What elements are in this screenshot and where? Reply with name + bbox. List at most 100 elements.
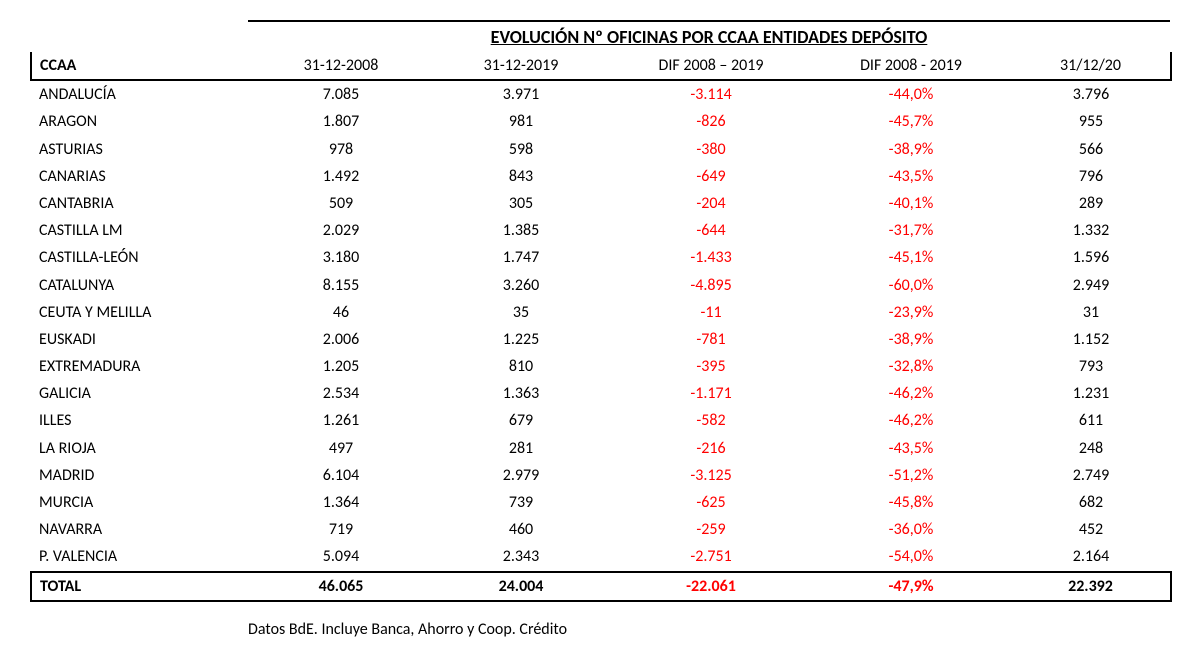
cell-ccaa: P. VALENCIA (31, 543, 251, 571)
cell-ccaa: CASTILLA-LEÓN (31, 244, 251, 271)
cell-ccaa: ANDALUCÍA (31, 80, 251, 108)
cell-dif: -1.433 (611, 244, 811, 271)
cell-2019: 1.225 (431, 326, 611, 353)
table-row: CANARIAS1.492843-649-43,5%796 (31, 163, 1171, 190)
cell-pct: -44,0% (811, 80, 1011, 108)
cell-2020: 1.332 (1011, 217, 1171, 244)
cell-2020: 793 (1011, 353, 1171, 380)
col-2019: 31-12-2019 (431, 52, 611, 80)
table-row: MADRID6.1042.979-3.125-51,2%2.749 (31, 462, 1171, 489)
cell-dif: -826 (611, 108, 811, 135)
cell-2008: 3.180 (251, 244, 431, 271)
cell-2019: 2.979 (431, 462, 611, 489)
col-ccaa: CCAA (31, 52, 251, 80)
cell-2019: 460 (431, 516, 611, 543)
cell-dif: -3.114 (611, 80, 811, 108)
total-label: TOTAL (31, 572, 251, 601)
cell-2008: 1.364 (251, 489, 431, 516)
table-row: NAVARRA719460-259-36,0%452 (31, 516, 1171, 543)
cell-dif: -4.895 (611, 272, 811, 299)
cell-2019: 2.343 (431, 543, 611, 571)
cell-2020: 796 (1011, 163, 1171, 190)
cell-dif: -649 (611, 163, 811, 190)
total-pct: -47,9% (811, 572, 1011, 601)
cell-2019: 281 (431, 435, 611, 462)
cell-dif: -3.125 (611, 462, 811, 489)
footnote: Datos BdE. Incluye Banca, Ahorro y Coop.… (248, 620, 1170, 639)
cell-2019: 3.260 (431, 272, 611, 299)
data-table: CCAA 31-12-2008 31-12-2019 DIF 2008 – 20… (30, 52, 1172, 602)
total-dif: -22.061 (611, 572, 811, 601)
cell-2008: 509 (251, 190, 431, 217)
cell-pct: -51,2% (811, 462, 1011, 489)
cell-2019: 1.363 (431, 380, 611, 407)
cell-pct: -45,7% (811, 108, 1011, 135)
cell-2008: 6.104 (251, 462, 431, 489)
cell-2019: 679 (431, 407, 611, 434)
cell-2008: 8.155 (251, 272, 431, 299)
cell-pct: -46,2% (811, 380, 1011, 407)
cell-pct: -43,5% (811, 163, 1011, 190)
table-row: CASTILLA-LEÓN3.1801.747-1.433-45,1%1.596 (31, 244, 1171, 271)
cell-dif: -11 (611, 299, 811, 326)
cell-ccaa: ILLES (31, 407, 251, 434)
cell-2019: 1.385 (431, 217, 611, 244)
cell-ccaa: CATALUNYA (31, 272, 251, 299)
cell-2019: 739 (431, 489, 611, 516)
table-row: ASTURIAS978598-380-38,9%566 (31, 136, 1171, 163)
cell-dif: -216 (611, 435, 811, 462)
cell-2008: 2.534 (251, 380, 431, 407)
cell-2008: 2.006 (251, 326, 431, 353)
cell-2020: 955 (1011, 108, 1171, 135)
cell-dif: -2.751 (611, 543, 811, 571)
cell-dif: -204 (611, 190, 811, 217)
col-2020: 31/12/20 (1011, 52, 1171, 80)
cell-2019: 1.747 (431, 244, 611, 271)
col-2008: 31-12-2008 (251, 52, 431, 80)
cell-pct: -43,5% (811, 435, 1011, 462)
total-row: TOTAL 46.065 24.004 -22.061 -47,9% 22.39… (31, 572, 1171, 601)
table-row: EUSKADI2.0061.225-781-38,9%1.152 (31, 326, 1171, 353)
cell-pct: -36,0% (811, 516, 1011, 543)
table-row: P. VALENCIA5.0942.343-2.751-54,0%2.164 (31, 543, 1171, 571)
cell-2020: 289 (1011, 190, 1171, 217)
total-2008: 46.065 (251, 572, 431, 601)
table-row: ARAGON1.807981-826-45,7%955 (31, 108, 1171, 135)
total-2020: 22.392 (1011, 572, 1171, 601)
table-row: CEUTA Y MELILLA4635-11-23,9%31 (31, 299, 1171, 326)
cell-2020: 452 (1011, 516, 1171, 543)
cell-ccaa: CASTILLA LM (31, 217, 251, 244)
table-row: MURCIA1.364739-625-45,8%682 (31, 489, 1171, 516)
cell-ccaa: EXTREMADURA (31, 353, 251, 380)
table-row: LA RIOJA497281-216-43,5%248 (31, 435, 1171, 462)
cell-pct: -40,1% (811, 190, 1011, 217)
table-row: ILLES1.261679-582-46,2%611 (31, 407, 1171, 434)
cell-2020: 2.164 (1011, 543, 1171, 571)
cell-ccaa: LA RIOJA (31, 435, 251, 462)
header-row: CCAA 31-12-2008 31-12-2019 DIF 2008 – 20… (31, 52, 1171, 80)
cell-2020: 1.596 (1011, 244, 1171, 271)
cell-2008: 7.085 (251, 80, 431, 108)
col-dif: DIF 2008 – 2019 (611, 52, 811, 80)
cell-2008: 5.094 (251, 543, 431, 571)
cell-pct: -46,2% (811, 407, 1011, 434)
cell-pct: -60,0% (811, 272, 1011, 299)
cell-2020: 682 (1011, 489, 1171, 516)
table-row: EXTREMADURA1.205810-395-32,8%793 (31, 353, 1171, 380)
cell-ccaa: MURCIA (31, 489, 251, 516)
cell-ccaa: EUSKADI (31, 326, 251, 353)
cell-pct: -32,8% (811, 353, 1011, 380)
cell-dif: -380 (611, 136, 811, 163)
cell-2008: 1.807 (251, 108, 431, 135)
cell-ccaa: CEUTA Y MELILLA (31, 299, 251, 326)
cell-dif: -395 (611, 353, 811, 380)
cell-2008: 1.492 (251, 163, 431, 190)
cell-pct: -38,9% (811, 326, 1011, 353)
cell-ccaa: ASTURIAS (31, 136, 251, 163)
cell-2019: 981 (431, 108, 611, 135)
cell-2020: 2.749 (1011, 462, 1171, 489)
cell-dif: -1.171 (611, 380, 811, 407)
cell-2020: 2.949 (1011, 272, 1171, 299)
table-row: CASTILLA LM2.0291.385-644-31,7%1.332 (31, 217, 1171, 244)
cell-2008: 46 (251, 299, 431, 326)
